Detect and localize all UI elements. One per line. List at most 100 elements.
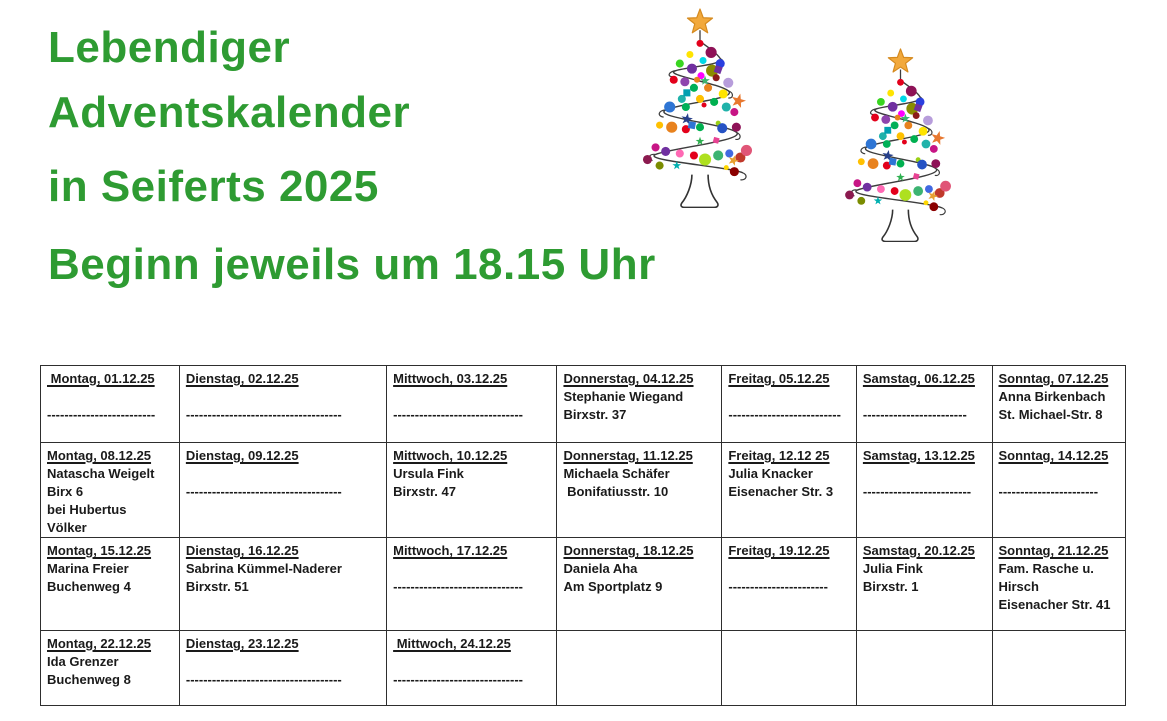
cell-day-header: Montag, 15.12.25 [47,543,152,558]
cell-text-line: bei Hubertus [47,502,127,517]
calendar-cell: Sonntag, 07.12.25 Anna Birkenbach St. Mich… [991,365,1126,443]
calendar-cell: Mittwoch, 10.12.25 Ursula Fink Birxstr. 47 [386,442,558,538]
calendar-cell: Montag, 15.12.25 Marina Freier Buchenweg 4 [40,537,180,631]
cell-text-line: Buchenweg 4 [47,579,131,594]
cell-dashes: ------------------------------ [393,672,523,687]
calendar-cell: Mittwoch, 24.12.25 ----------------------… [386,630,558,706]
table-row: Montag, 22.12.25 Ida Grenzer Buchenweg 8 Di… [40,630,1126,706]
cell-day-header: Freitag, 19.12.25 [728,543,830,558]
calendar-cell: Samstag, 20.12.25 Julia Fink Birxstr. 1 [855,537,993,631]
cell-text-line [728,388,852,406]
cell-text-line: Julia Knacker [728,466,813,481]
cell-dashes: ------------------------------------ [185,407,342,422]
cell-text-line: Buchenweg 8 [47,672,131,687]
cell-day-header: Dienstag, 23.12.25 [185,636,299,651]
cell-day-header: Freitag, 12.12 25 [728,448,830,463]
christmas-tree-icon [830,46,971,242]
calendar-cell: Dienstag, 02.12.25 ----------------------… [178,365,388,443]
page-title-line: Adventskalender [48,88,411,137]
cell-day-header: Mittwoch, 17.12.25 [393,543,508,558]
calendar-cell: Freitag, 19.12.25 ----------------------- [721,537,857,631]
calendar-cell [556,630,723,706]
cell-dashes: ------------------------------ [393,407,523,422]
calendar-cell: Dienstag, 16.12.25 Sabrina Kümmel-Naderer… [178,537,388,631]
cell-text-line [863,388,988,406]
cell-text-line [186,653,382,671]
cell-text-line: Fam. Rasche u. [998,561,1094,576]
cell-day-header: Dienstag, 16.12.25 [185,543,299,558]
cell-text-line: Birxstr. 51 [185,579,249,594]
calendar-cell: Samstag, 06.12.25 -----------------------… [855,365,993,443]
cell-text-line [393,653,552,671]
cell-text-line: Eisenacher Str. 41 [998,597,1111,612]
cell-dashes: ------------------------------------ [185,484,342,499]
calendar-cell: Mittwoch, 17.12.25 ----------------------… [386,537,558,631]
cell-text-line [863,465,988,483]
calendar-cell [991,630,1126,706]
calendar-cell: Montag, 01.12.25 ------------------------… [40,365,180,443]
cell-text-line: Birxstr. 37 [563,407,627,422]
calendar-cell: Samstag, 13.12.25 -----------------------… [855,442,993,538]
cell-day-header: Sonntag, 07.12.25 [998,371,1109,386]
page-title-line: in Seiferts 2025 [48,162,379,211]
cell-dashes: ------------------------------ [393,579,523,594]
cell-day-header: Dienstag, 09.12.25 [185,448,299,463]
cell-text-line: Michaela Schäfer [563,466,670,481]
cell-day-header: Samstag, 20.12.25 [862,543,975,558]
calendar-cell [855,630,993,706]
calendar-cell: Donnerstag, 18.12.25 Daniela Aha Am Sportp… [556,537,723,631]
cell-day-header: Donnerstag, 04.12.25 [563,371,694,386]
cell-day-header: Mittwoch, 24.12.25 [393,636,511,651]
cell-text-line: Daniela Aha [563,561,638,576]
cell-text-line [186,465,382,483]
cell-day-header: Dienstag, 02.12.25 [185,371,299,386]
cell-text-line: Bonifatiusstr. 10 [563,484,669,499]
calendar-cell: Freitag, 12.12 25 Julia Knacker Eisenacher… [721,442,857,538]
cell-text-line [186,388,382,406]
cell-text-line: Hirsch [998,579,1039,594]
cell-day-header: Montag, 08.12.25 [47,448,152,463]
cell-dashes: -------------------------- [728,407,841,422]
calendar-cell: Sonntag, 21.12.25 Fam. Rasche u. Hirsch Eis… [991,537,1126,631]
cell-text-line: Birxstr. 1 [862,579,919,594]
calendar-cell: Donnerstag, 11.12.25 Michaela Schäfer Bon… [556,442,723,538]
cell-text-line: Julia Fink [862,561,923,576]
cell-day-header: Sonntag, 14.12.25 [998,448,1109,463]
calendar-table-body: Montag, 01.12.25 ------------------------… [40,365,1126,706]
cell-dashes: ----------------------- [728,579,828,594]
advent-calendar-table: Montag, 01.12.25 ------------------------… [40,365,1126,706]
cell-text-line: St. Michael-Str. 8 [998,407,1103,422]
cell-text-line [393,560,552,578]
cell-text-line: Am Sportplatz 9 [563,579,663,594]
cell-day-header: Donnerstag, 11.12.25 [563,448,693,463]
cell-text-line [393,388,552,406]
cell-day-header: Montag, 22.12.25 [47,636,152,651]
cell-day-header: Donnerstag, 18.12.25 [563,543,694,558]
cell-dashes: ------------------------- [862,484,972,499]
christmas-tree-icon [628,6,772,208]
cell-text-line: Ursula Fink [393,466,464,481]
cell-day-header: Montag, 01.12.25 [47,371,155,386]
cell-text-line: Völker [47,520,87,535]
cell-text-line: Marina Freier [47,561,129,576]
page-title-line: Beginn jeweils um 18.15 Uhr [48,240,656,289]
cell-text-line: Birxstr. 47 [393,484,456,499]
cell-day-header: Samstag, 06.12.25 [862,371,975,386]
cell-text-line: Anna Birkenbach [998,389,1106,404]
calendar-cell: Montag, 08.12.25 Natascha Weigelt Birx 6 be… [40,442,180,538]
cell-text-line [999,465,1122,483]
table-row: Montag, 08.12.25 Natascha Weigelt Birx 6 be… [40,442,1126,538]
cell-day-header: Mittwoch, 10.12.25 [393,448,508,463]
calendar-cell: Sonntag, 14.12.25 ----------------------- [991,442,1126,538]
page-title-line: Lebendiger [48,23,291,72]
calendar-cell: Donnerstag, 04.12.25 Stephanie Wiegand Bir… [556,365,723,443]
calendar-cell: Dienstag, 23.12.25 ----------------------… [178,630,388,706]
cell-day-header: Samstag, 13.12.25 [862,448,975,463]
cell-dashes: ------------------------------------ [185,672,342,687]
cell-day-header: Mittwoch, 03.12.25 [393,371,508,386]
cell-day-header: Freitag, 05.12.25 [728,371,830,386]
cell-text-line: Birx 6 [47,484,84,499]
cell-text-line: Natascha Weigelt [47,466,155,481]
table-row: Montag, 15.12.25 Marina Freier Buchenweg 4… [40,537,1126,631]
